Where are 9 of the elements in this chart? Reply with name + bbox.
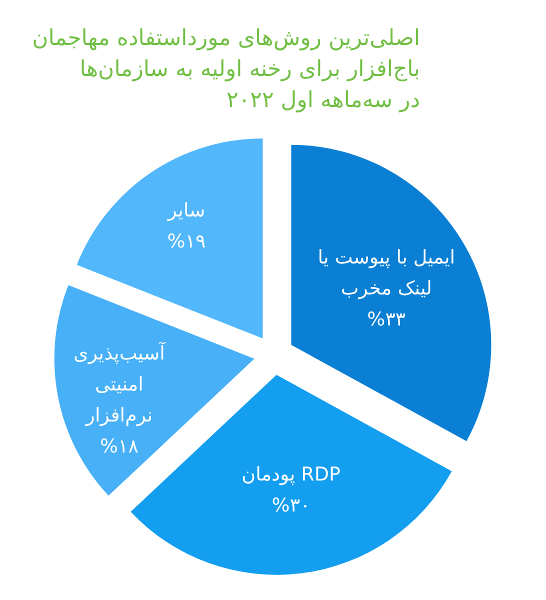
slice-label: سایر xyxy=(166,200,206,222)
slice-label: ایمیل با پیوست یا لینک مخرب xyxy=(318,246,456,300)
data-label: %۱۹ xyxy=(167,230,206,253)
data-label: %۱۸ xyxy=(100,436,138,458)
data-label: %۳۰ xyxy=(272,494,310,516)
data-label: %۳۳ xyxy=(367,308,406,331)
slice-label: پودمان RDP xyxy=(242,463,340,486)
chart-title: اصلی‌ترین روش‌های مورداستفاده مهاجمان باج‌افزار برای رخنه اولیه به سازمان‌ها در سه‌ماهه اول ۲۰۲۲ xyxy=(32,26,420,113)
slice-label: آسیب‌پذیری امنیتی نرم‌افزار xyxy=(73,342,166,427)
